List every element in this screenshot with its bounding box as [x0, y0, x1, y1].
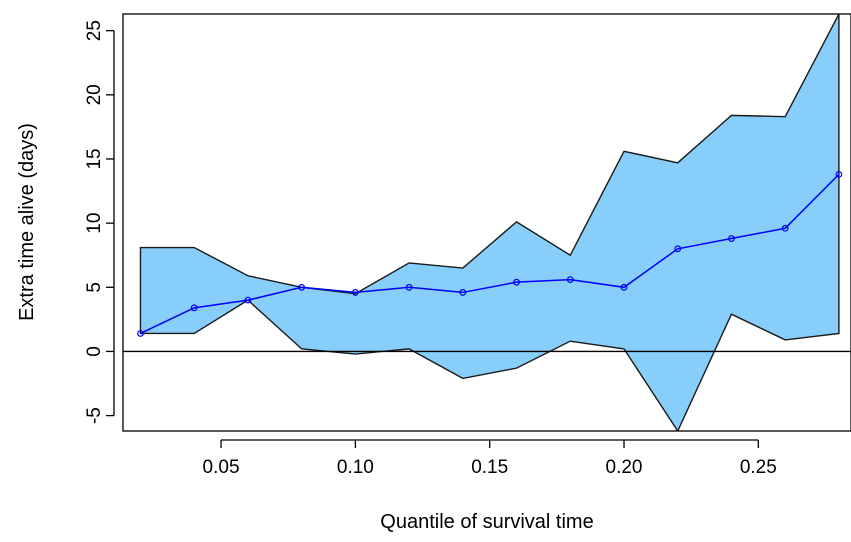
estimate-point [620, 283, 628, 291]
estimate-point [781, 224, 789, 232]
y-tick-label: 20 [84, 84, 105, 105]
x-axis-title: Quantile of survival time [380, 511, 593, 533]
estimate-point [405, 283, 413, 291]
x-tick-label: 0.15 [471, 457, 508, 478]
estimate-point [566, 276, 574, 283]
y-tick-label: 5 [84, 282, 105, 293]
estimate-point [674, 245, 682, 253]
estimate-point [298, 283, 306, 291]
y-tick-label: 0 [84, 346, 105, 357]
estimate-point [728, 235, 735, 242]
estimate-point [351, 289, 359, 296]
x-tick-label: 0.05 [203, 457, 240, 478]
y-tick-label: -5 [84, 407, 105, 424]
confidence-band [139, 14, 840, 431]
y-tick-label: 10 [84, 213, 105, 234]
y-axis-title: Extra time alive (days) [16, 123, 38, 321]
estimate-point [459, 289, 467, 296]
plot-area [122, 13, 851, 432]
estimate-point [190, 304, 198, 312]
x-tick-label: 0.10 [337, 457, 374, 478]
x-tick-label: 0.20 [606, 457, 643, 478]
estimate-point [244, 296, 252, 304]
y-tick-label: 25 [84, 20, 105, 41]
estimate-line [140, 173, 840, 335]
estimate-point [513, 278, 520, 286]
plot-layer [123, 14, 851, 431]
estimate-point [137, 330, 144, 337]
estimate-point [835, 170, 843, 178]
plot-frame [122, 13, 851, 432]
x-axis: 0.05 0.10 0.15 0.20 0.25 [203, 439, 777, 478]
y-tick-label: 15 [84, 148, 105, 169]
x-tick-label: 0.25 [740, 457, 777, 478]
y-axis: -5 0 5 10 15 20 25 [84, 20, 115, 424]
